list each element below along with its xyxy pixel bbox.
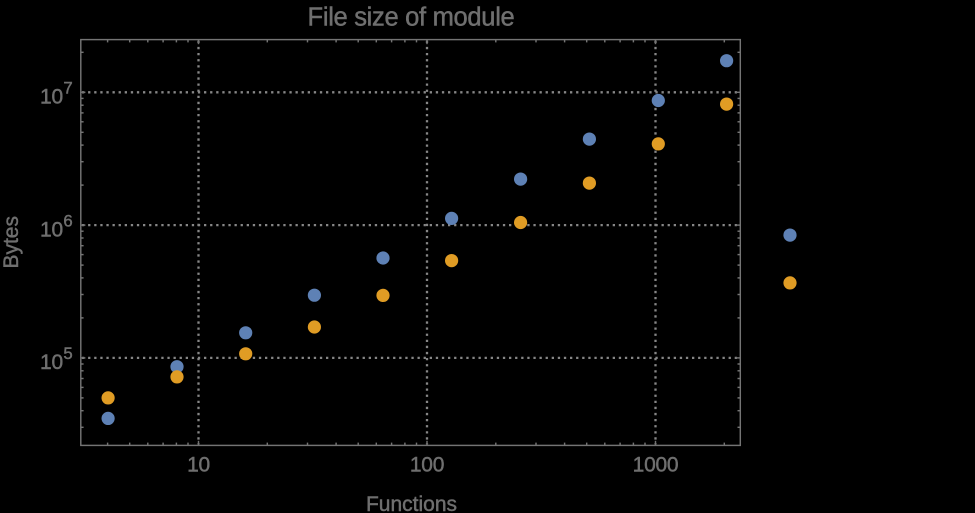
svg-text:5: 5 bbox=[63, 344, 72, 363]
svg-text:10: 10 bbox=[40, 86, 63, 109]
svg-text:7: 7 bbox=[63, 79, 72, 98]
svg-text:Functions: Functions bbox=[366, 493, 457, 513]
svg-text:File size of module: File size of module bbox=[308, 4, 515, 32]
svg-text:10: 10 bbox=[40, 218, 63, 241]
svg-text:100: 100 bbox=[410, 454, 444, 477]
svg-text:10: 10 bbox=[40, 351, 63, 374]
svg-text:10: 10 bbox=[187, 454, 210, 477]
svg-text:1000: 1000 bbox=[633, 454, 679, 477]
svg-text:Bytes: Bytes bbox=[0, 216, 23, 269]
svg-text:6: 6 bbox=[63, 211, 72, 230]
